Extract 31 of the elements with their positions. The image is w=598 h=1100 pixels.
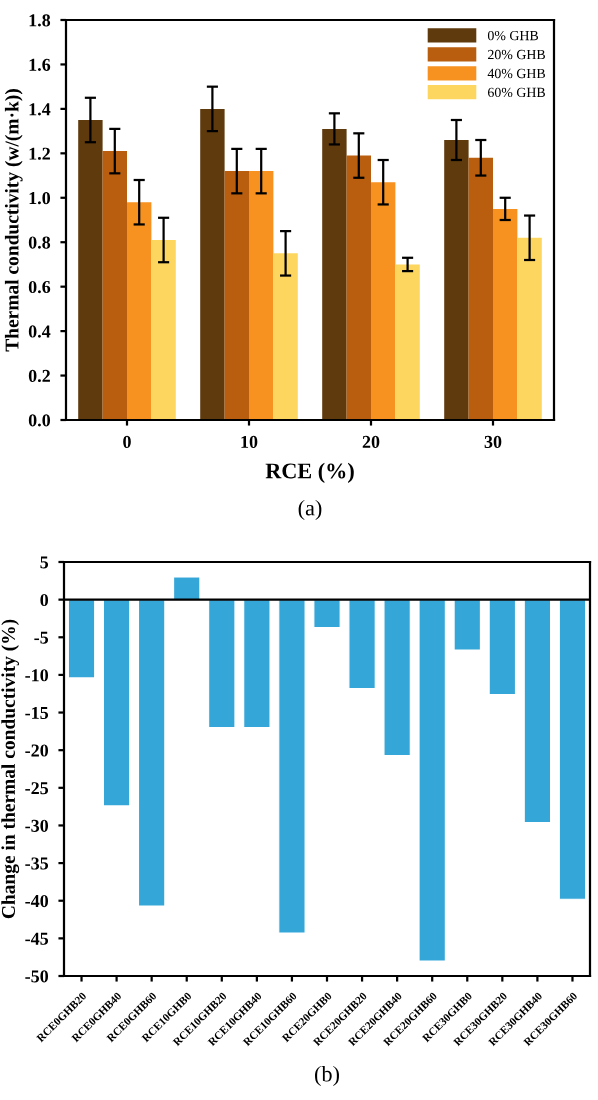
y-tick-label: 0.8 — [28, 236, 51, 249]
y-tick-label: -10 — [25, 669, 49, 682]
y-tick-label: 5 — [40, 556, 49, 569]
x-tick-label: 30 — [484, 435, 502, 448]
x-tick-label: 20 — [362, 435, 380, 448]
y-tick-label: 1.2 — [29, 147, 50, 160]
y-axis-title: Change in thermal conductivity (%) — [1, 619, 20, 919]
y-tick-label: 1.0 — [29, 192, 51, 205]
y-tick-label: 0.4 — [28, 325, 51, 338]
x-axis-title: RCE (%) — [265, 462, 354, 483]
y-tick-label: -50 — [25, 970, 49, 983]
y-tick-label: -45 — [25, 932, 49, 945]
text: (b) — [315, 1065, 339, 1087]
y-tick-label: -15 — [25, 706, 49, 719]
y-tick-label: -35 — [25, 857, 49, 870]
y-tick-label: 0.0 — [28, 414, 51, 427]
y-tick-label: -25 — [25, 782, 49, 795]
text: (a) — [298, 499, 322, 521]
y-tick-label: 0.6 — [28, 280, 51, 294]
y-tick-label: -40 — [25, 894, 49, 908]
y-tick-label: -30 — [25, 819, 49, 832]
y-tick-label: -5 — [34, 631, 49, 644]
y-axis-title: Thermal conductivity (w/(m·k)) — [4, 89, 23, 352]
y-tick-label: 0 — [40, 593, 49, 607]
y-tick-label: 1.6 — [29, 58, 51, 71]
x-tick-label: 10 — [241, 435, 258, 448]
y-tick-label: 0.2 — [28, 369, 50, 383]
y-tick-label: 1.4 — [29, 103, 51, 116]
y-tick-label: -20 — [25, 744, 49, 757]
x-tick-label: 0 — [123, 435, 131, 448]
y-tick-label: 1.8 — [29, 14, 51, 27]
